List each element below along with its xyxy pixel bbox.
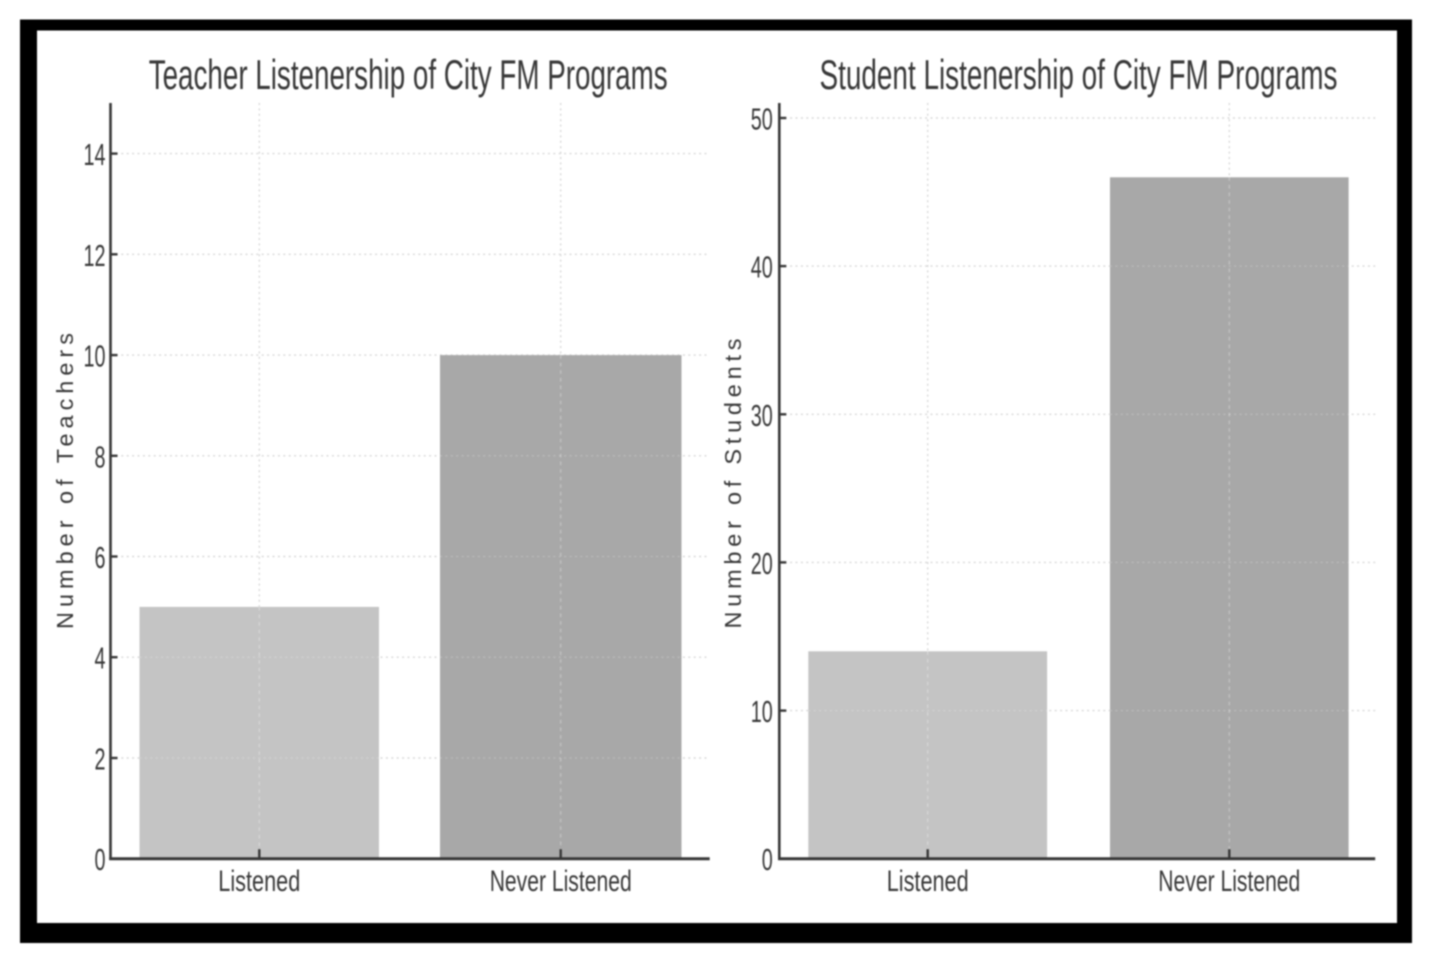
svg-text:8: 8 (95, 439, 106, 474)
svg-text:Number of Students: Number of Students (720, 339, 746, 629)
svg-text:Listened: Listened (887, 865, 969, 898)
svg-text:0: 0 (762, 842, 773, 877)
svg-text:50: 50 (751, 102, 773, 137)
svg-text:Student Listenership of City F: Student Listenership of City FM Programs (820, 51, 1338, 98)
svg-text:Teacher Listenership of City F: Teacher Listenership of City FM Programs (149, 51, 668, 98)
svg-text:20: 20 (751, 546, 773, 581)
svg-text:14: 14 (84, 137, 106, 172)
svg-text:Never Listened: Never Listened (1158, 865, 1300, 898)
svg-text:30: 30 (751, 398, 773, 433)
svg-text:10: 10 (84, 339, 106, 374)
svg-text:40: 40 (751, 250, 773, 285)
svg-text:Number of Teachers: Number of Teachers (52, 333, 78, 629)
svg-text:0: 0 (95, 842, 106, 877)
svg-text:Listened: Listened (218, 865, 300, 898)
svg-text:12: 12 (84, 238, 106, 273)
svg-text:10: 10 (751, 694, 773, 729)
svg-text:2: 2 (95, 742, 106, 777)
svg-text:Never Listened: Never Listened (490, 865, 632, 898)
svg-text:6: 6 (95, 540, 106, 575)
svg-text:4: 4 (95, 641, 106, 676)
